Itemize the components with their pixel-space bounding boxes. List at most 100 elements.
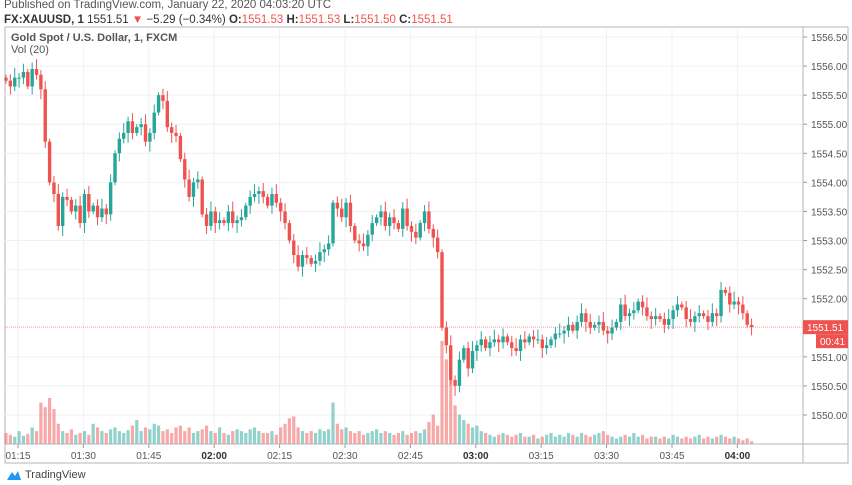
volume-bar [396,432,400,444]
volume-bar [143,427,148,444]
high-label: H: [286,14,299,26]
volume-bar [39,402,43,444]
candle-body [505,336,510,343]
volume-bar [505,434,509,444]
candle-body [418,223,422,238]
candle-body [122,132,126,139]
volume-bar [257,431,261,444]
candle-body [558,333,562,335]
y-tick-label: 1551.00 [811,353,848,364]
candle-body [100,208,104,218]
volume-bar [91,423,95,444]
volume-bar [658,438,662,444]
tradingview-logo[interactable]: TradingView [6,469,86,481]
volume-bar [579,432,584,444]
volume-bar [69,429,73,444]
candle-body [30,68,34,87]
volume-bar [174,427,178,444]
candle-body [344,202,348,218]
volume-bar [479,431,483,444]
volume-bar [13,436,17,444]
candle-body [523,339,527,343]
volume-bar [453,405,457,444]
candle-body [536,339,540,341]
volume-bar [549,432,553,444]
candle-body [440,252,444,328]
candle-body [549,339,553,346]
high-value: 1551.53 [298,14,341,26]
volume-bar [213,432,217,444]
candle-body [95,205,100,218]
candle-body [483,339,488,349]
volume-bar [61,431,65,444]
price-badge-label: 1551.51 [807,323,844,334]
volume-bar [279,427,283,444]
candle-body [575,321,579,331]
volume-bar [126,430,130,444]
candle-body [69,199,74,212]
volume-bar [65,432,69,444]
candle-body [143,124,148,142]
candle-body [278,202,283,212]
countdown-badge [816,334,848,349]
volume-bar [584,434,588,444]
volume-bar [17,431,21,444]
candle-body [619,304,623,322]
candle-body [719,289,723,317]
x-tick-label: 04:00 [725,451,751,462]
volume-bar [405,434,409,444]
volume-bar [632,432,636,444]
x-tick-label: 02:30 [332,451,357,462]
candle-body [296,255,300,267]
candle-body [444,327,449,346]
volume-bar [606,434,610,444]
volume-bar [619,436,623,444]
candle-body [361,243,366,247]
candle-body [741,304,745,314]
volume-bar [610,436,614,444]
open-value: 1551.53 [241,14,284,26]
open-label: O: [228,14,242,26]
candle-body [658,316,662,320]
candle-body [213,211,217,224]
y-tick-label: 1554.00 [811,178,848,189]
candle-body [379,211,383,218]
volume-bar [361,434,366,444]
volume-bar [109,429,113,444]
candle-body [252,194,257,197]
volume-bar [553,436,557,444]
candle-body [222,220,226,224]
volume-bar [702,438,706,444]
volume-bar [736,438,741,444]
candle-body [431,228,435,238]
candle-body [527,336,531,343]
volume-bar [56,423,60,444]
volume-bar [662,436,666,444]
volume-bar [292,416,296,444]
volume-bar [139,431,143,444]
volume-bar [510,436,514,444]
volume-bar [536,438,540,444]
volume-bar [671,434,675,444]
candle-body [174,132,178,136]
volume-bar [706,436,710,444]
last-price: 1551.51 [87,14,129,26]
candle-body [405,208,409,226]
candle-body [414,231,418,238]
volume-bar [366,432,370,444]
volume-bar [401,431,405,444]
candle-body [265,196,270,206]
volume-bar [252,427,257,444]
volume-bar [48,398,52,444]
x-tick-label: 02:45 [398,451,423,462]
volume-bar [244,432,248,444]
candle-body [453,380,457,386]
candle-body [588,321,592,328]
candle-body [226,211,231,224]
candle-body [728,292,732,305]
candle-body [91,205,95,212]
candle-body [156,95,161,113]
y-tick-label: 1550.50 [811,382,848,393]
volume-bar [322,431,326,444]
